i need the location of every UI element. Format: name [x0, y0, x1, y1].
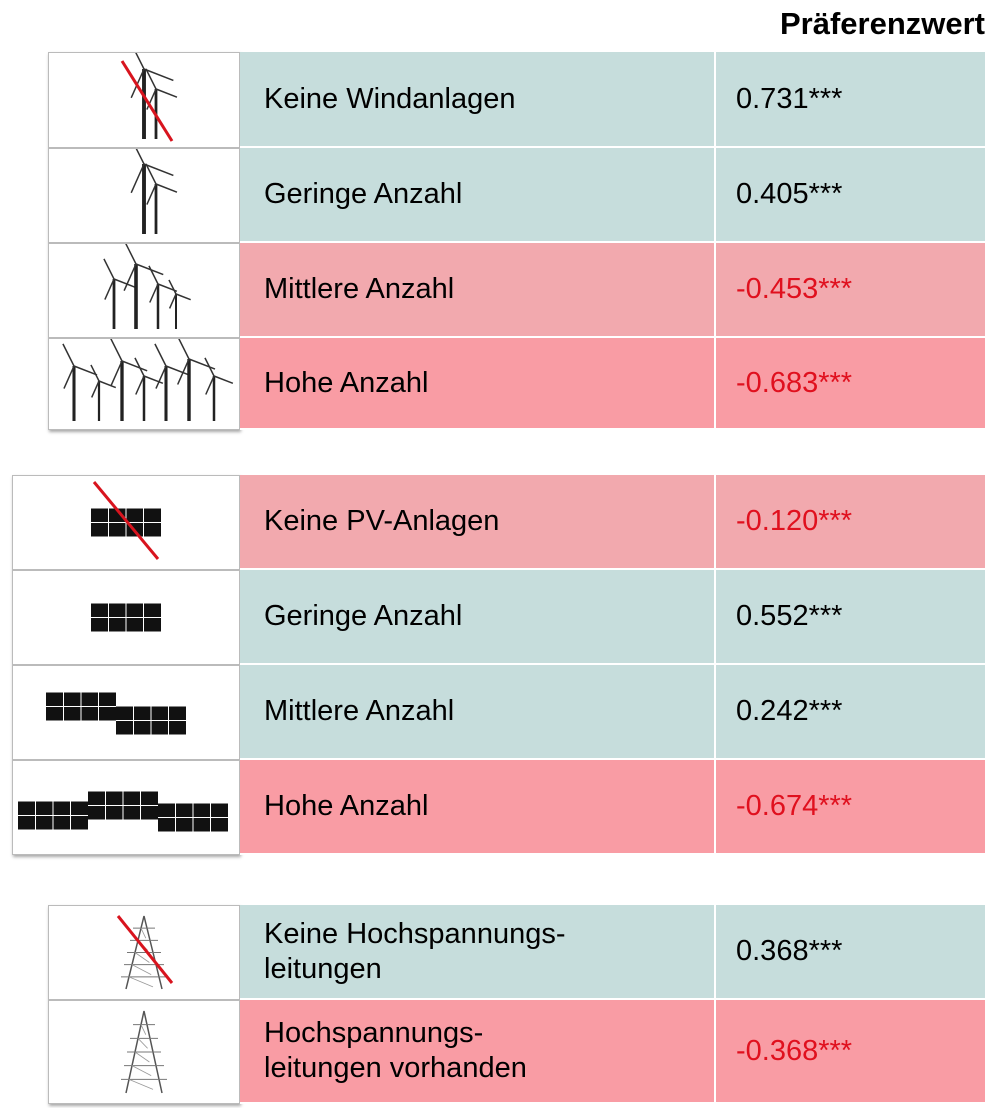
icon-cell: [48, 237, 240, 338]
row-value: -0.453***: [716, 243, 985, 338]
icon-cell: [12, 665, 240, 760]
icon-cell: [12, 475, 240, 570]
column-header: Präferenzwert: [779, 6, 985, 41]
row-value: -0.368***: [716, 1000, 985, 1104]
icon: [18, 791, 228, 832]
row-value: 0.405***: [716, 148, 985, 243]
icon-cell: [48, 333, 240, 430]
row-value: 0.368***: [716, 905, 985, 1000]
row-label: Hohe Anzahl: [240, 338, 716, 430]
icon: [62, 333, 234, 421]
row-label: Hohe Anzahl: [240, 760, 716, 855]
icon-cell: [12, 570, 240, 665]
icon: [91, 603, 161, 632]
icon: [91, 481, 161, 560]
row-label: Geringe Anzahl: [240, 570, 716, 665]
row-value: 0.242***: [716, 665, 985, 760]
row-label: Hochspannungs- leitungen vorhanden: [240, 1000, 716, 1104]
icon-cell: [48, 40, 240, 148]
row-value: -0.674***: [716, 760, 985, 855]
icon: [121, 1010, 167, 1094]
row-label: Keine Hochspannungs- leitungen: [240, 905, 716, 1000]
icon: [116, 915, 174, 990]
row-value: 0.552***: [716, 570, 985, 665]
icon: [129, 135, 178, 234]
icon-cell: [12, 760, 240, 855]
row-value: -0.120***: [716, 475, 985, 570]
icon-cell: [48, 1000, 240, 1104]
icon-cell: [48, 135, 240, 243]
row-label: Geringe Anzahl: [240, 148, 716, 243]
row-value: -0.683***: [716, 338, 985, 430]
row-label: Mittlere Anzahl: [240, 243, 716, 338]
icon: [103, 237, 191, 329]
icon: [120, 40, 178, 142]
icon: [46, 692, 186, 735]
row-value: 0.731***: [716, 52, 985, 148]
row-label: Mittlere Anzahl: [240, 665, 716, 760]
icon-cell: [48, 905, 240, 1000]
row-label: Keine Windanlagen: [240, 52, 716, 148]
row-label: Keine PV-Anlagen: [240, 475, 716, 570]
